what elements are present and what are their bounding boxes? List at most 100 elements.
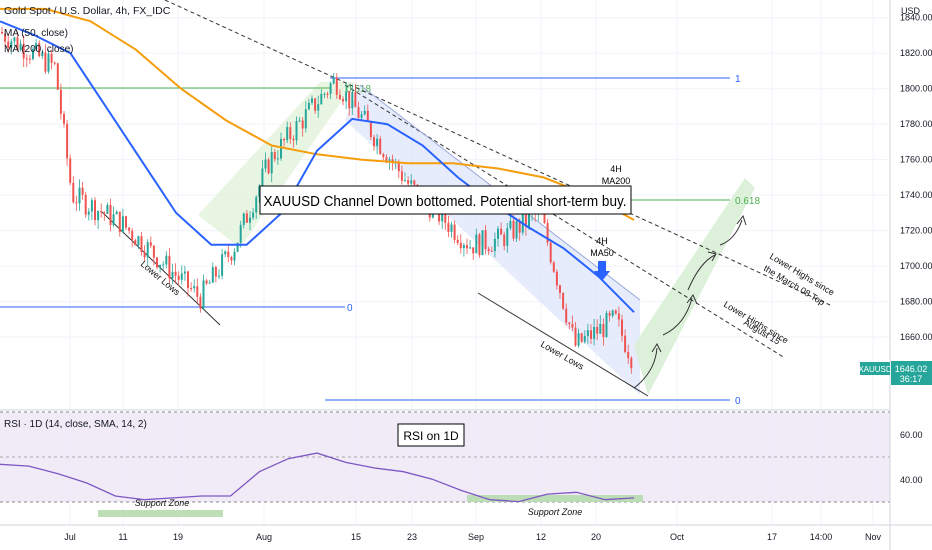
candle-body bbox=[490, 250, 493, 252]
candle-body bbox=[134, 240, 137, 246]
candle-body bbox=[621, 319, 623, 336]
ma50-marker: 4H MA50 bbox=[590, 236, 614, 281]
lower-lows-line-2 bbox=[477, 292, 649, 397]
ma50-line bbox=[0, 20, 635, 313]
time-tick-label: Aug bbox=[256, 532, 272, 542]
candle-body bbox=[97, 211, 100, 221]
candle-body bbox=[385, 157, 388, 163]
candle-body bbox=[32, 48, 34, 59]
candle-body bbox=[583, 335, 586, 342]
candle-body bbox=[255, 197, 258, 213]
candle-body bbox=[162, 264, 165, 266]
candle-body bbox=[586, 330, 589, 336]
candle-body bbox=[159, 264, 162, 268]
candle-body bbox=[323, 93, 326, 95]
candle-body bbox=[249, 217, 251, 223]
candle-body bbox=[453, 224, 456, 240]
candle-body bbox=[100, 211, 103, 213]
candle-body bbox=[187, 271, 189, 289]
candle-body bbox=[1, 31, 3, 34]
candle-body bbox=[81, 187, 84, 195]
candle-body bbox=[593, 326, 596, 339]
candle-body bbox=[304, 109, 307, 129]
candle-body bbox=[239, 224, 242, 243]
candle-body bbox=[500, 228, 503, 235]
candle-body bbox=[326, 93, 329, 95]
ma200-legend: MA (200, close) bbox=[4, 44, 73, 55]
candle-body bbox=[63, 113, 65, 124]
candle-body bbox=[261, 168, 264, 186]
candle-body bbox=[47, 53, 50, 72]
candle-body bbox=[503, 234, 506, 246]
ma200-marker-line2: MA200 bbox=[602, 176, 631, 186]
candle-body bbox=[224, 251, 227, 255]
price-tick-label: 1820.00 bbox=[900, 48, 932, 58]
candle-body bbox=[391, 159, 394, 163]
time-tick-label: 23 bbox=[407, 532, 417, 542]
candle-body bbox=[295, 121, 298, 141]
candle-body bbox=[528, 213, 530, 227]
candle-body bbox=[345, 91, 348, 102]
candle-body bbox=[258, 185, 261, 198]
ma50-legend: MA (50, close) bbox=[4, 28, 68, 39]
price-tag bbox=[891, 361, 932, 385]
candle-body bbox=[112, 214, 115, 226]
price-tick-label: 1800.00 bbox=[900, 84, 932, 94]
candle-body bbox=[140, 236, 143, 252]
candle-body bbox=[227, 251, 230, 258]
candle-body bbox=[10, 41, 13, 48]
candle-body bbox=[466, 245, 468, 249]
candle-body bbox=[180, 273, 183, 280]
candle-body bbox=[506, 228, 509, 246]
candle-body bbox=[342, 99, 344, 102]
candle-body bbox=[497, 228, 499, 239]
candle-body bbox=[267, 159, 270, 174]
candle-body bbox=[580, 333, 583, 342]
candle-body bbox=[218, 275, 220, 277]
candle-body bbox=[444, 207, 447, 223]
candle-body bbox=[252, 212, 255, 218]
rsi-title: RSI on 1D bbox=[403, 429, 459, 443]
candle-body bbox=[264, 159, 267, 169]
candle-body bbox=[447, 222, 450, 232]
candle-body bbox=[481, 230, 484, 256]
time-tick-label: Nov bbox=[865, 532, 882, 542]
candle-body bbox=[320, 93, 323, 105]
symbol-title: Gold Spot / U.S. Dollar, 4h, FX_IDC bbox=[4, 5, 171, 17]
candle-body bbox=[152, 245, 155, 258]
price-tick-label: 1840.00 bbox=[900, 13, 932, 23]
time-tick-label: 12 bbox=[536, 532, 546, 542]
time-tick-label: 19 bbox=[173, 532, 183, 542]
candle-body bbox=[87, 211, 90, 215]
candle-body bbox=[94, 200, 96, 221]
candle-body bbox=[168, 255, 171, 279]
candle-body bbox=[69, 158, 72, 183]
rsi-tick-40: 40.00 bbox=[900, 475, 923, 485]
candle-body bbox=[484, 230, 487, 249]
candle-body bbox=[128, 227, 131, 231]
candle-body bbox=[301, 120, 304, 129]
candle-body bbox=[273, 152, 276, 160]
candle-body bbox=[202, 280, 205, 309]
candle-body bbox=[614, 310, 617, 314]
candle-body bbox=[38, 43, 41, 57]
candle-body bbox=[605, 312, 608, 338]
candle-body bbox=[357, 107, 360, 118]
candle-body bbox=[493, 238, 496, 252]
candle-body bbox=[314, 98, 317, 111]
candle-body bbox=[577, 333, 580, 346]
candle-body bbox=[16, 37, 19, 50]
fib-levels-first bbox=[0, 77, 730, 308]
candle-body bbox=[177, 275, 180, 280]
candle-body bbox=[512, 220, 515, 239]
candle-body bbox=[183, 271, 186, 274]
rsi-line bbox=[0, 452, 635, 503]
candle-body bbox=[242, 213, 245, 225]
candle-body bbox=[41, 52, 44, 57]
candle-body bbox=[478, 234, 481, 256]
candle-body bbox=[348, 91, 351, 109]
candle-body bbox=[311, 98, 313, 103]
candle-body bbox=[354, 92, 357, 108]
candle-body bbox=[469, 247, 472, 249]
